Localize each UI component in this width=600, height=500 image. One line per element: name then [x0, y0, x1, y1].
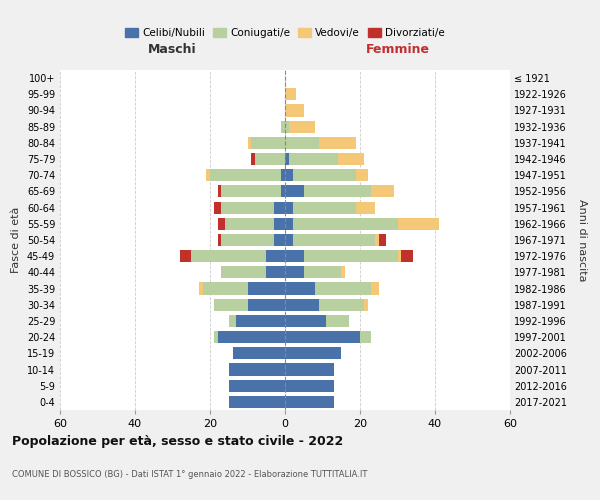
- Bar: [289, 153, 337, 165]
- Bar: [210, 169, 281, 181]
- Bar: [319, 298, 364, 311]
- Bar: [251, 137, 285, 149]
- Bar: [285, 250, 304, 262]
- Bar: [285, 169, 293, 181]
- Bar: [218, 331, 285, 343]
- Bar: [266, 250, 285, 262]
- Bar: [285, 396, 334, 408]
- Bar: [360, 331, 371, 343]
- Bar: [398, 218, 439, 230]
- Bar: [214, 298, 248, 311]
- Bar: [248, 282, 285, 294]
- Bar: [315, 282, 371, 294]
- Legend: Celibi/Nubili, Coniugati/e, Vedovi/e, Divorziati/e: Celibi/Nubili, Coniugati/e, Vedovi/e, Di…: [121, 24, 449, 42]
- Bar: [229, 364, 285, 376]
- Bar: [229, 315, 236, 327]
- Bar: [285, 282, 315, 294]
- Bar: [293, 169, 356, 181]
- Bar: [229, 380, 285, 392]
- Bar: [285, 104, 304, 117]
- Bar: [218, 218, 225, 230]
- Bar: [281, 169, 285, 181]
- Bar: [274, 218, 285, 230]
- Bar: [285, 364, 334, 376]
- Bar: [274, 202, 285, 213]
- Bar: [356, 202, 375, 213]
- Bar: [236, 315, 285, 327]
- Bar: [251, 153, 255, 165]
- Bar: [285, 202, 293, 213]
- Bar: [218, 186, 221, 198]
- Bar: [285, 380, 334, 392]
- Bar: [266, 266, 285, 278]
- Text: Femmine: Femmine: [365, 44, 430, 57]
- Bar: [341, 266, 345, 278]
- Text: Maschi: Maschi: [148, 44, 197, 57]
- Bar: [285, 186, 304, 198]
- Bar: [375, 234, 379, 246]
- Bar: [203, 282, 248, 294]
- Bar: [285, 120, 289, 132]
- Text: Popolazione per età, sesso e stato civile - 2022: Popolazione per età, sesso e stato civil…: [12, 435, 343, 448]
- Bar: [293, 218, 398, 230]
- Bar: [337, 153, 364, 165]
- Bar: [285, 266, 304, 278]
- Bar: [364, 298, 367, 311]
- Bar: [233, 348, 285, 360]
- Bar: [214, 331, 218, 343]
- Bar: [371, 186, 394, 198]
- Bar: [285, 153, 289, 165]
- Bar: [285, 137, 319, 149]
- Bar: [285, 315, 326, 327]
- Text: COMUNE DI BOSSICO (BG) - Dati ISTAT 1° gennaio 2022 - Elaborazione TUTTITALIA.IT: COMUNE DI BOSSICO (BG) - Dati ISTAT 1° g…: [12, 470, 367, 479]
- Bar: [199, 282, 203, 294]
- Y-axis label: Fasce di età: Fasce di età: [11, 207, 21, 273]
- Bar: [285, 298, 319, 311]
- Bar: [304, 266, 341, 278]
- Bar: [221, 234, 274, 246]
- Bar: [304, 186, 371, 198]
- Bar: [304, 250, 398, 262]
- Bar: [225, 218, 274, 230]
- Bar: [285, 218, 293, 230]
- Bar: [293, 202, 356, 213]
- Bar: [356, 169, 367, 181]
- Bar: [218, 234, 221, 246]
- Bar: [398, 250, 401, 262]
- Bar: [255, 153, 285, 165]
- Bar: [285, 348, 341, 360]
- Bar: [229, 396, 285, 408]
- Bar: [379, 234, 386, 246]
- Y-axis label: Anni di nascita: Anni di nascita: [577, 198, 587, 281]
- Bar: [281, 186, 285, 198]
- Bar: [326, 315, 349, 327]
- Bar: [274, 234, 285, 246]
- Bar: [191, 250, 266, 262]
- Bar: [221, 186, 281, 198]
- Bar: [281, 120, 285, 132]
- Bar: [221, 202, 274, 213]
- Bar: [214, 202, 221, 213]
- Bar: [221, 266, 266, 278]
- Bar: [180, 250, 191, 262]
- Bar: [285, 88, 296, 101]
- Bar: [206, 169, 210, 181]
- Bar: [285, 234, 293, 246]
- Bar: [285, 331, 360, 343]
- Bar: [289, 120, 315, 132]
- Bar: [401, 250, 413, 262]
- Bar: [371, 282, 379, 294]
- Bar: [293, 234, 375, 246]
- Bar: [248, 137, 251, 149]
- Bar: [248, 298, 285, 311]
- Bar: [319, 137, 356, 149]
